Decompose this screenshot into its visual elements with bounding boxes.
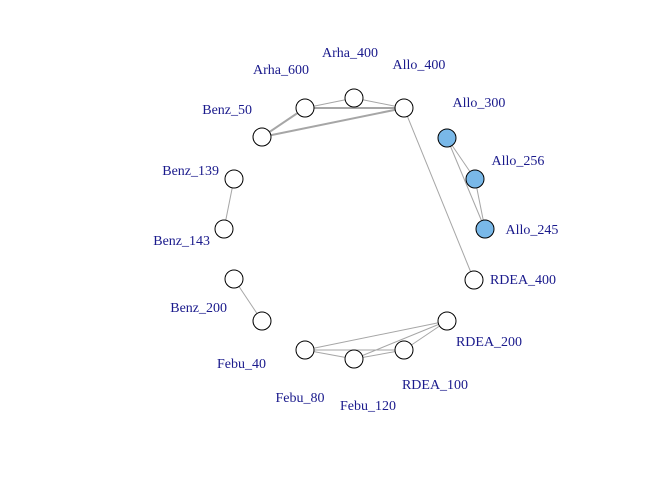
node-label-Febu_40: Febu_40	[217, 357, 266, 372]
node-Benz_139	[224, 169, 244, 189]
node-Arha_400	[344, 88, 364, 108]
node-Febu_80	[252, 311, 272, 331]
node-Allo_300	[437, 128, 457, 148]
node-label-Febu_120: Febu_120	[340, 399, 396, 414]
node-label-Allo_245: Allo_245	[506, 223, 559, 238]
node-label-Benz_200: Benz_200	[170, 301, 227, 316]
node-Febu_120	[344, 349, 364, 369]
node-Benz_143	[214, 219, 234, 239]
node-label-Benz_50: Benz_50	[202, 103, 252, 118]
edge-Allo_400-RDEA_400	[403, 107, 475, 281]
node-Allo_256	[465, 169, 485, 189]
node-Febu_40	[295, 340, 315, 360]
node-label-RDEA_200: RDEA_200	[456, 335, 522, 350]
node-label-Arha_400: Arha_400	[322, 46, 378, 61]
node-RDEA_100	[394, 340, 414, 360]
label-layer: Arha_400 Arha_600 Allo_400 Benz_50 Allo_300 A…	[153, 46, 558, 414]
node-Benz_200	[224, 269, 244, 289]
node-label-Benz_143: Benz_143	[153, 234, 210, 249]
edge-Febu_40-RDEA_200	[304, 320, 448, 351]
node-label-Allo_256: Allo_256	[492, 154, 545, 169]
node-layer	[214, 88, 495, 369]
node-label-RDEA_400: RDEA_400	[490, 273, 556, 288]
edge-Benz_50-Allo_400	[261, 107, 405, 138]
node-RDEA_200	[437, 311, 457, 331]
node-Arha_600	[295, 98, 315, 118]
edge-Allo_300-Allo_245	[446, 137, 486, 230]
node-Benz_50	[252, 127, 272, 147]
node-Allo_245	[475, 219, 495, 239]
node-label-Benz_139: Benz_139	[162, 164, 219, 179]
node-label-Allo_300: Allo_300	[453, 96, 506, 111]
node-Allo_400	[394, 98, 414, 118]
node-label-Allo_400: Allo_400	[393, 58, 446, 73]
edge-Febu_120-RDEA_200	[353, 320, 448, 360]
node-RDEA_400	[464, 270, 484, 290]
node-label-Arha_600: Arha_600	[253, 63, 309, 78]
node-label-Febu_80: Febu_80	[276, 391, 325, 406]
node-label-RDEA_100: RDEA_100	[402, 378, 468, 393]
